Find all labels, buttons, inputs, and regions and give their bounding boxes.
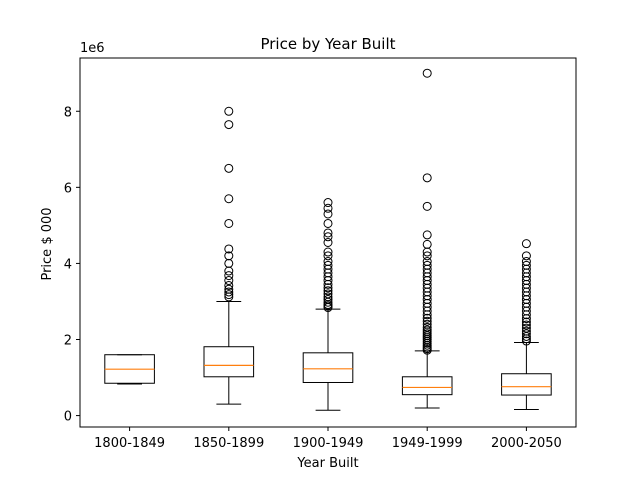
- outlier-point: [323, 292, 333, 302]
- x-tick-label: 1949-1999: [392, 436, 463, 451]
- outlier-point: [422, 325, 432, 335]
- outlier-point: [323, 198, 333, 208]
- outlier-point: [224, 290, 234, 300]
- y-tick-label: 2: [64, 334, 72, 349]
- outlier-point: [224, 163, 234, 173]
- outlier-point: [323, 247, 333, 257]
- x-tick-label: 2000-2050: [491, 436, 562, 451]
- box: [203, 346, 255, 378]
- outlier-point: [224, 244, 234, 254]
- y-tick-label: 8: [64, 105, 72, 120]
- outlier-point: [323, 289, 333, 299]
- x-axis-label: Year Built: [296, 456, 358, 471]
- outlier-point: [422, 251, 432, 261]
- box: [401, 376, 453, 396]
- outlier-point: [224, 276, 234, 286]
- outlier-point: [224, 251, 234, 261]
- outlier-point: [521, 323, 531, 333]
- outlier-point: [422, 257, 432, 267]
- outlier-point: [422, 173, 432, 183]
- outlier-point: [323, 257, 333, 267]
- outlier-point: [224, 120, 234, 130]
- outlier-point: [323, 238, 333, 247]
- outlier-point: [422, 230, 432, 240]
- outlier-point: [521, 317, 531, 327]
- outlier-point: [422, 322, 432, 332]
- y-axis-label: Price $ 000: [40, 207, 55, 280]
- outlier-point: [422, 313, 432, 323]
- y-tick-label: 6: [64, 181, 72, 196]
- outlier-point: [323, 218, 333, 228]
- plot-area: 0 2 4 6 8 1800-1849 1850-1899 1900-1949 1949-199…: [64, 68, 562, 451]
- x-tick-label: 1900-1949: [293, 436, 364, 451]
- y-tick-label: 0: [64, 410, 72, 425]
- outlier-point: [521, 326, 531, 336]
- outlier-point: [521, 320, 531, 330]
- outlier-point: [422, 239, 432, 249]
- x-tick-label: 1850-1899: [193, 436, 264, 451]
- box: [501, 373, 552, 396]
- outlier-point: [422, 68, 432, 78]
- outlier-point: [224, 194, 234, 204]
- outlier-point: [323, 295, 333, 305]
- outlier-point: [521, 239, 531, 249]
- outlier-point: [323, 228, 333, 238]
- outlier-point: [323, 232, 333, 242]
- outlier-point: [224, 271, 234, 281]
- outlier-point: [422, 319, 432, 329]
- outlier-point: [323, 286, 333, 296]
- outlier-point: [224, 106, 234, 116]
- outlier-point: [323, 203, 333, 213]
- x-tick-label: 1800-1849: [94, 436, 165, 451]
- outlier-point: [224, 218, 234, 228]
- axes-frame: [79, 57, 577, 428]
- outlier-point: [521, 260, 531, 270]
- y-tick-label: 4: [64, 257, 72, 272]
- outlier-point: [521, 329, 531, 339]
- outlier-point: [422, 260, 432, 270]
- outlier-point: [521, 251, 531, 261]
- outlier-point: [224, 287, 234, 297]
- outlier-point: [323, 283, 333, 293]
- outlier-point: [224, 280, 234, 290]
- outlier-point: [521, 257, 531, 267]
- box: [302, 352, 354, 383]
- outlier-point: [323, 260, 333, 270]
- outlier-point: [224, 284, 234, 294]
- y-offset-label: 1e6: [80, 41, 105, 56]
- outlier-point: [422, 316, 432, 326]
- chart-title: Price by Year Built: [260, 35, 395, 53]
- outlier-point: [323, 209, 333, 219]
- outlier-point: [323, 251, 333, 261]
- outlier-point: [422, 201, 432, 211]
- outlier-point: [521, 336, 531, 346]
